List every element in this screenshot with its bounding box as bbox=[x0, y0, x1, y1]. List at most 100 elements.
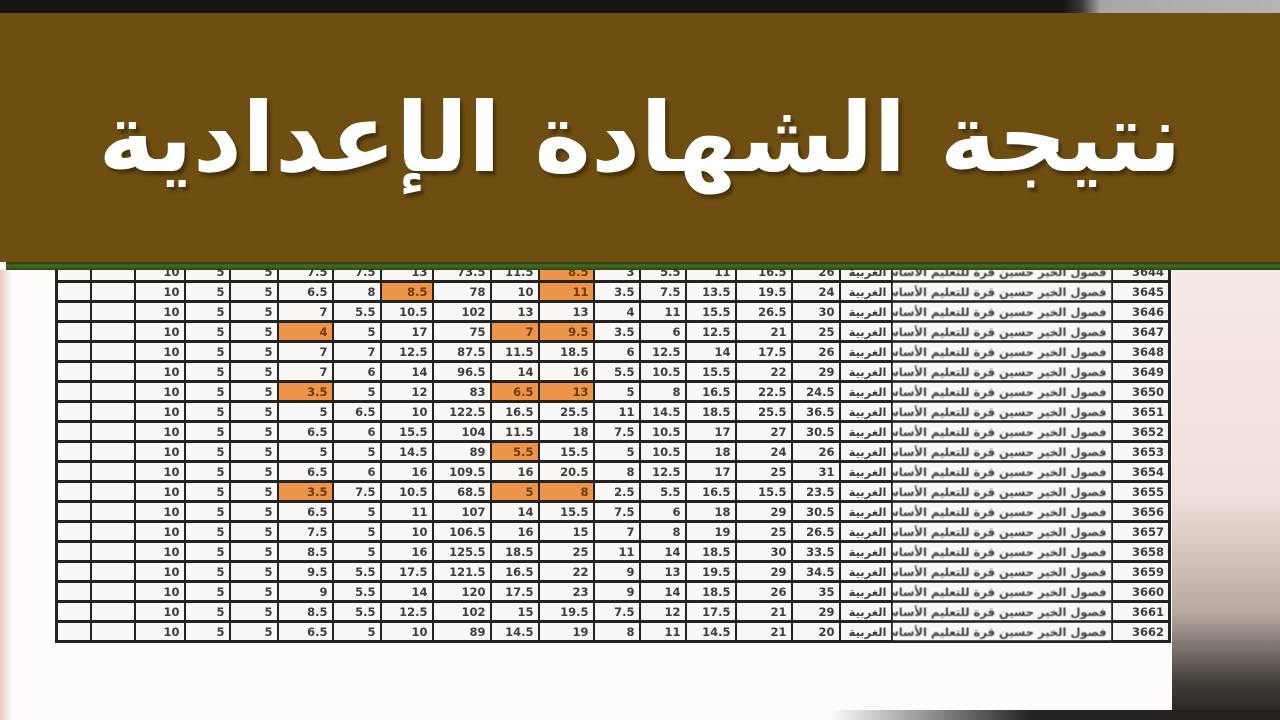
score-cell: 102 bbox=[431, 300, 492, 323]
score-cell: 5 bbox=[331, 380, 382, 403]
score-cell: 5 bbox=[228, 580, 279, 603]
empty-cell bbox=[89, 600, 136, 623]
score-cell: 17.5 bbox=[379, 560, 434, 583]
score-cell: 5 bbox=[183, 380, 231, 403]
score-cell: 73.5 bbox=[431, 270, 492, 283]
score-cell: 3.5 bbox=[276, 380, 334, 403]
empty-cell bbox=[89, 560, 136, 583]
top-window-bar bbox=[0, 0, 1280, 13]
score-cell: 5.5 bbox=[638, 270, 687, 283]
score-cell: 7 bbox=[489, 320, 540, 343]
score-cell: 14 bbox=[638, 580, 687, 603]
score-cell: 22 bbox=[734, 360, 793, 383]
score-cell: 10 bbox=[133, 340, 186, 363]
score-cell: 10 bbox=[133, 300, 186, 323]
score-cell: 9 bbox=[592, 560, 641, 583]
score-cell: 5 bbox=[331, 620, 382, 643]
score-cell: 14 bbox=[489, 360, 540, 383]
score-cell: 20.5 bbox=[537, 460, 595, 483]
seat-number-cell: 3653 bbox=[1110, 440, 1171, 463]
score-cell: 6.5 bbox=[276, 620, 334, 643]
score-cell: 10 bbox=[133, 500, 186, 523]
score-cell: 5.5 bbox=[592, 360, 641, 383]
table-row: 10 5 5 4 5 17 75 7 9.5 3.5 6 12.5 21 25 الغربية فصول ال… bbox=[55, 320, 1171, 343]
score-cell: 30.5 bbox=[790, 500, 841, 523]
score-cell: 7.5 bbox=[331, 270, 382, 283]
score-cell: 25 bbox=[790, 320, 841, 343]
score-cell: 89 bbox=[431, 620, 492, 643]
score-cell: 7.5 bbox=[592, 420, 641, 443]
table-row: 10 5 5 7.5 7.5 13 73.5 11.5 8.5 3 5.5 11 16.5 26 الغرب… bbox=[55, 270, 1171, 283]
score-cell: 11 bbox=[684, 270, 737, 283]
bottom-edge-shadow bbox=[830, 710, 1280, 720]
score-cell: 5 bbox=[183, 360, 231, 383]
score-cell: 6.5 bbox=[331, 400, 382, 423]
score-cell: 5 bbox=[228, 300, 279, 323]
score-cell: 12.5 bbox=[379, 600, 434, 623]
school-name-cell: فصول الخير حسين قرة للتعليم الأساسي اعدا… bbox=[890, 440, 1113, 463]
score-cell: 2.5 bbox=[592, 480, 641, 503]
score-cell: 125.5 bbox=[431, 540, 492, 563]
score-cell: 30 bbox=[790, 300, 841, 323]
school-name-cell: فصول الخير حسين قرة للتعليم الأساسي اعدا… bbox=[890, 280, 1113, 303]
school-name-cell: فصول الخير حسين قرة للتعليم الأساسي اعدا… bbox=[890, 580, 1113, 603]
score-cell: 14 bbox=[379, 360, 434, 383]
score-cell: 30.5 bbox=[790, 420, 841, 443]
score-cell: 16.5 bbox=[489, 400, 540, 423]
score-cell: 10 bbox=[133, 540, 186, 563]
empty-cell bbox=[89, 280, 136, 303]
empty-cell bbox=[89, 270, 136, 283]
banner-divider bbox=[6, 262, 1280, 270]
score-cell: 96.5 bbox=[431, 360, 492, 383]
score-cell: 6.5 bbox=[276, 420, 334, 443]
empty-cell bbox=[55, 340, 92, 363]
table-row: 10 5 5 3.5 5 12 83 6.5 13 5 8 16.5 22.5 24.5 الغربية فص… bbox=[55, 380, 1171, 403]
score-cell: 7 bbox=[331, 340, 382, 363]
region-cell: الغربية bbox=[838, 480, 893, 503]
score-cell: 10 bbox=[133, 560, 186, 583]
empty-cell bbox=[89, 480, 136, 503]
score-cell: 83 bbox=[431, 380, 492, 403]
score-cell: 11.5 bbox=[489, 420, 540, 443]
score-cell: 7.5 bbox=[638, 280, 687, 303]
seat-number-cell: 3649 bbox=[1110, 360, 1171, 383]
score-cell: 78 bbox=[431, 280, 492, 303]
school-name-cell: فصول الخير حسين قرة للتعليم الأساسي اعدا… bbox=[890, 500, 1113, 523]
score-cell: 29 bbox=[790, 600, 841, 623]
table-row: 10 5 5 6.5 5 10 89 14.5 19 8 11 14.5 21 20 الغربية فصول… bbox=[55, 620, 1171, 643]
score-cell: 5 bbox=[228, 620, 279, 643]
score-cell: 6 bbox=[331, 420, 382, 443]
school-name-cell: فصول الخير حسين قرة للتعليم الأساسي اعدا… bbox=[890, 620, 1113, 643]
score-cell: 26.5 bbox=[734, 300, 793, 323]
score-cell: 10.5 bbox=[638, 440, 687, 463]
score-cell: 8 bbox=[331, 280, 382, 303]
empty-cell bbox=[89, 500, 136, 523]
score-cell: 6 bbox=[331, 460, 382, 483]
score-cell: 10 bbox=[133, 520, 186, 543]
empty-cell bbox=[55, 520, 92, 543]
score-cell: 5 bbox=[228, 500, 279, 523]
seat-number-cell: 3654 bbox=[1110, 460, 1171, 483]
score-cell: 14.5 bbox=[638, 400, 687, 423]
score-cell: 27 bbox=[734, 420, 793, 443]
score-cell: 22 bbox=[537, 560, 595, 583]
score-cell: 12.5 bbox=[379, 340, 434, 363]
score-cell: 19.5 bbox=[684, 560, 737, 583]
score-cell: 18 bbox=[537, 420, 595, 443]
school-name-cell: فصول الخير حسين قرة للتعليم الأساسي اعدا… bbox=[890, 270, 1113, 283]
empty-cell bbox=[89, 440, 136, 463]
score-cell: 14 bbox=[638, 540, 687, 563]
seat-number-cell: 3657 bbox=[1110, 520, 1171, 543]
score-cell: 15 bbox=[489, 600, 540, 623]
score-cell: 3 bbox=[592, 270, 641, 283]
score-cell: 11 bbox=[592, 400, 641, 423]
table-row: 10 5 5 7 6 14 96.5 14 16 5.5 10.5 15.5 22 29 الغربية فص… bbox=[55, 360, 1171, 383]
score-cell: 7 bbox=[276, 340, 334, 363]
score-cell: 8 bbox=[592, 620, 641, 643]
empty-cell bbox=[55, 420, 92, 443]
score-cell: 5 bbox=[183, 540, 231, 563]
score-cell: 5.5 bbox=[331, 560, 382, 583]
table-row: 10 5 5 8.5 5.5 12.5 102 15 19.5 7.5 12 17.5 21 29 الغر… bbox=[55, 600, 1171, 623]
score-cell: 20 bbox=[790, 620, 841, 643]
score-cell: 109.5 bbox=[431, 460, 492, 483]
